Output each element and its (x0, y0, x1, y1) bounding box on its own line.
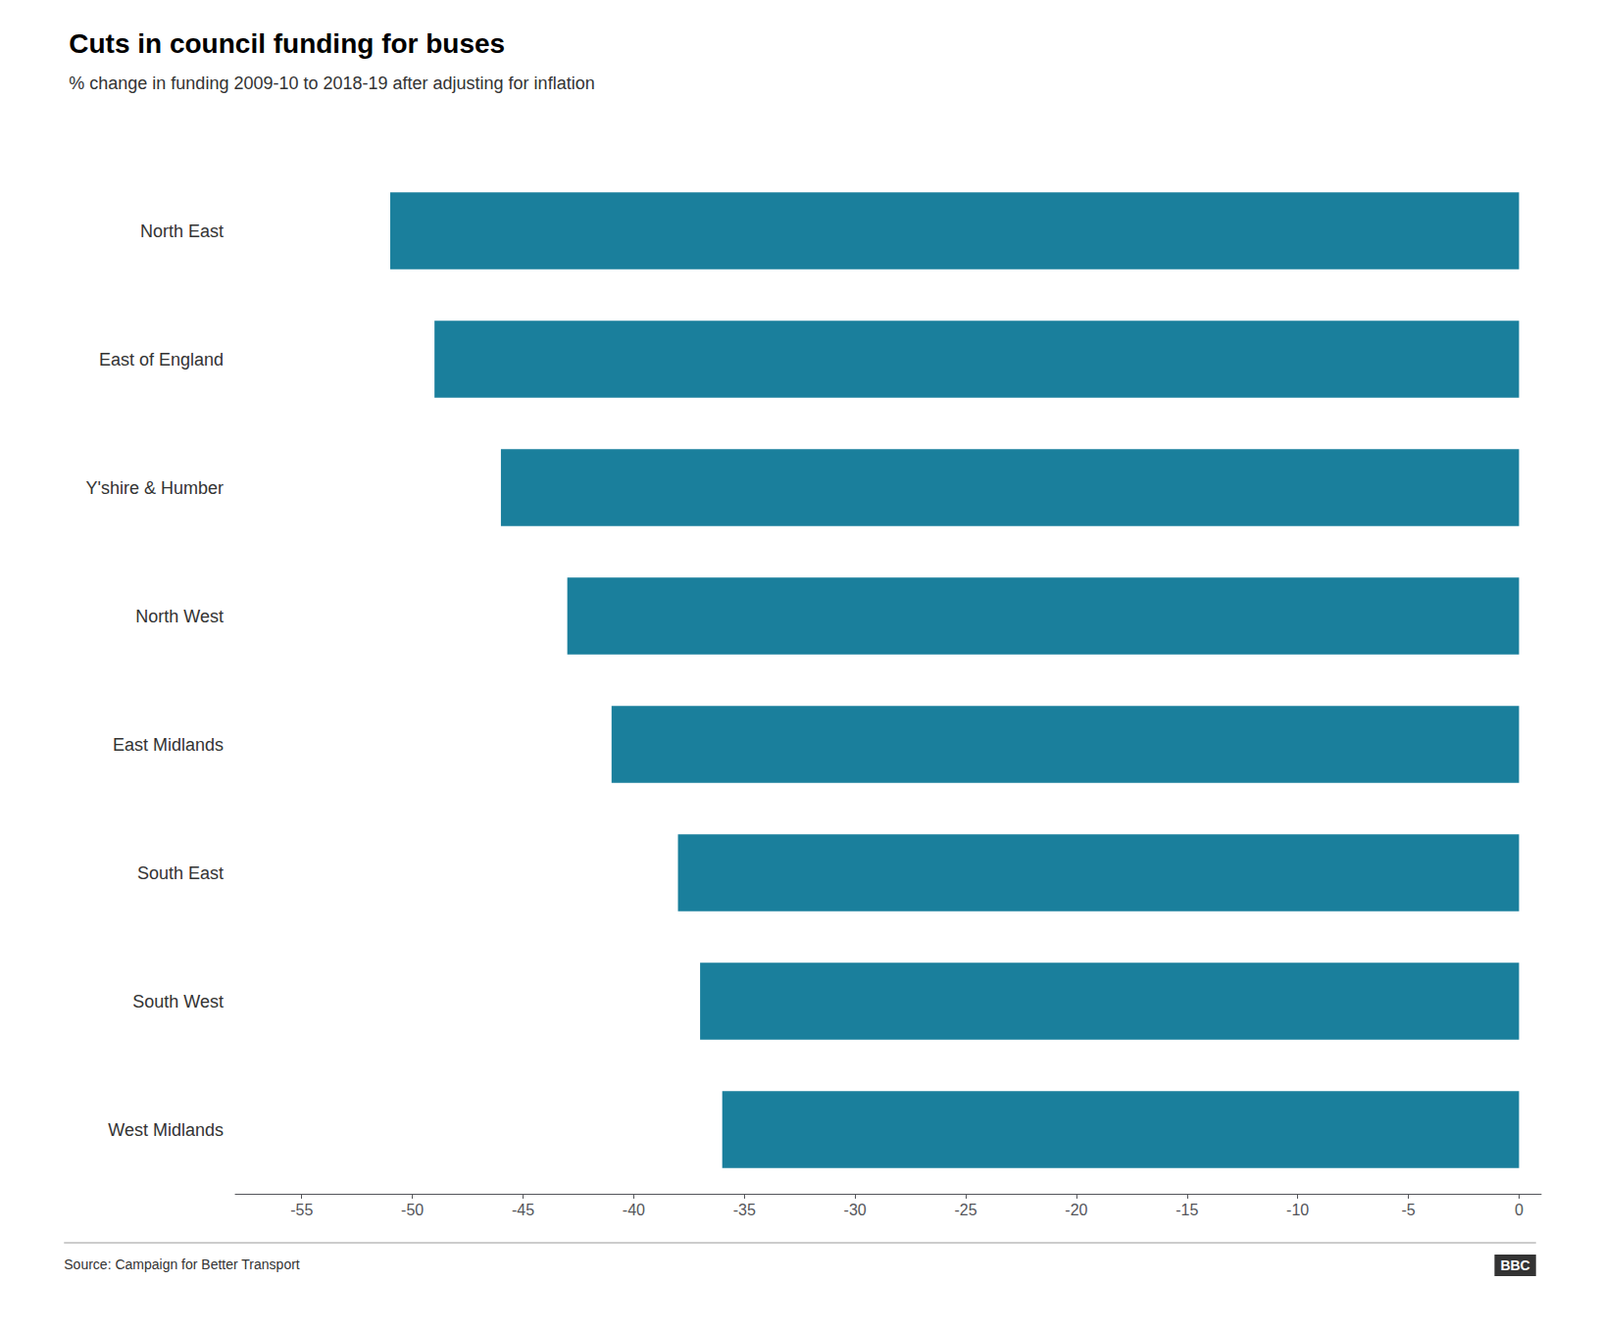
svg-text:-50: -50 (400, 1201, 424, 1219)
svg-text:-10: -10 (1286, 1201, 1309, 1219)
svg-text:South West: South West (132, 992, 224, 1012)
svg-text:North West: North West (135, 606, 224, 627)
svg-text:-45: -45 (511, 1201, 535, 1219)
svg-text:South East: South East (137, 863, 224, 884)
svg-text:East of England: East of England (99, 350, 224, 370)
svg-text:-40: -40 (622, 1201, 646, 1219)
svg-text:East Midlands: East Midlands (112, 735, 224, 755)
svg-text:-30: -30 (844, 1201, 867, 1219)
svg-text:-35: -35 (733, 1201, 756, 1219)
svg-text:Cuts in council funding for bu: Cuts in council funding for buses (68, 28, 505, 59)
svg-text:% change in funding 2009-10 to: % change in funding 2009-10 to 2018-19 a… (68, 73, 595, 94)
svg-text:North East: North East (140, 221, 224, 242)
svg-text:-25: -25 (953, 1201, 977, 1219)
svg-text:Source: Campaign for Better Tr: Source: Campaign for Better Transport (63, 1256, 300, 1273)
svg-text:0: 0 (1514, 1201, 1524, 1219)
svg-text:BBC: BBC (1500, 1257, 1530, 1274)
svg-text:-15: -15 (1175, 1201, 1199, 1219)
svg-text:-20: -20 (1064, 1201, 1088, 1219)
svg-text:Y'shire & Humber: Y'shire & Humber (86, 478, 224, 499)
svg-text:-55: -55 (290, 1201, 313, 1219)
svg-text:West Midlands: West Midlands (107, 1120, 224, 1141)
svg-text:-5: -5 (1400, 1201, 1415, 1219)
